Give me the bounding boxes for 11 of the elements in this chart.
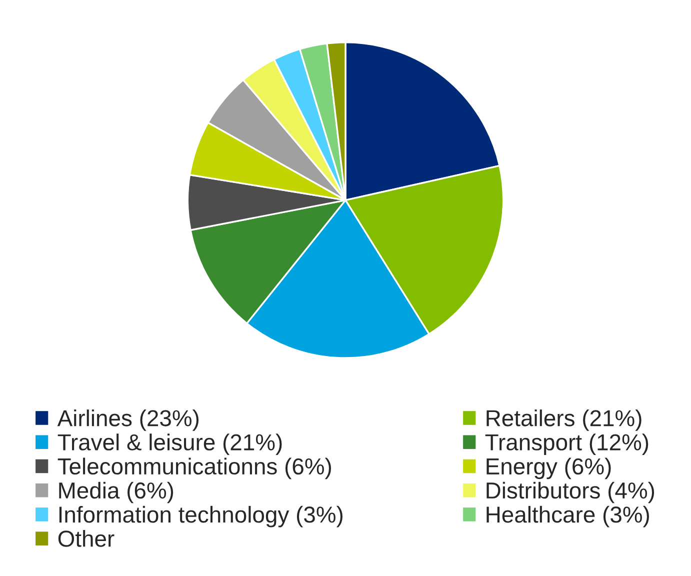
legend-label: Airlines (23%) — [57, 409, 199, 431]
legend-label: Transport (12%) — [485, 434, 648, 455]
legend-label: Other — [58, 530, 114, 547]
legend-label: Retailers (21%) — [486, 409, 642, 431]
legend-label: Energy (6%) — [486, 458, 611, 480]
legend-label: Travel & leisure (21%) — [58, 434, 282, 455]
legend-label: Healthcare (3%) — [486, 506, 649, 528]
legend-label: Telecommunicationns (6%) — [58, 458, 331, 480]
legend-label: Information technology (3%) — [59, 506, 342, 528]
legend-label: Distributors (4%) — [486, 482, 654, 504]
legend-label: Media (6%) — [59, 482, 174, 504]
